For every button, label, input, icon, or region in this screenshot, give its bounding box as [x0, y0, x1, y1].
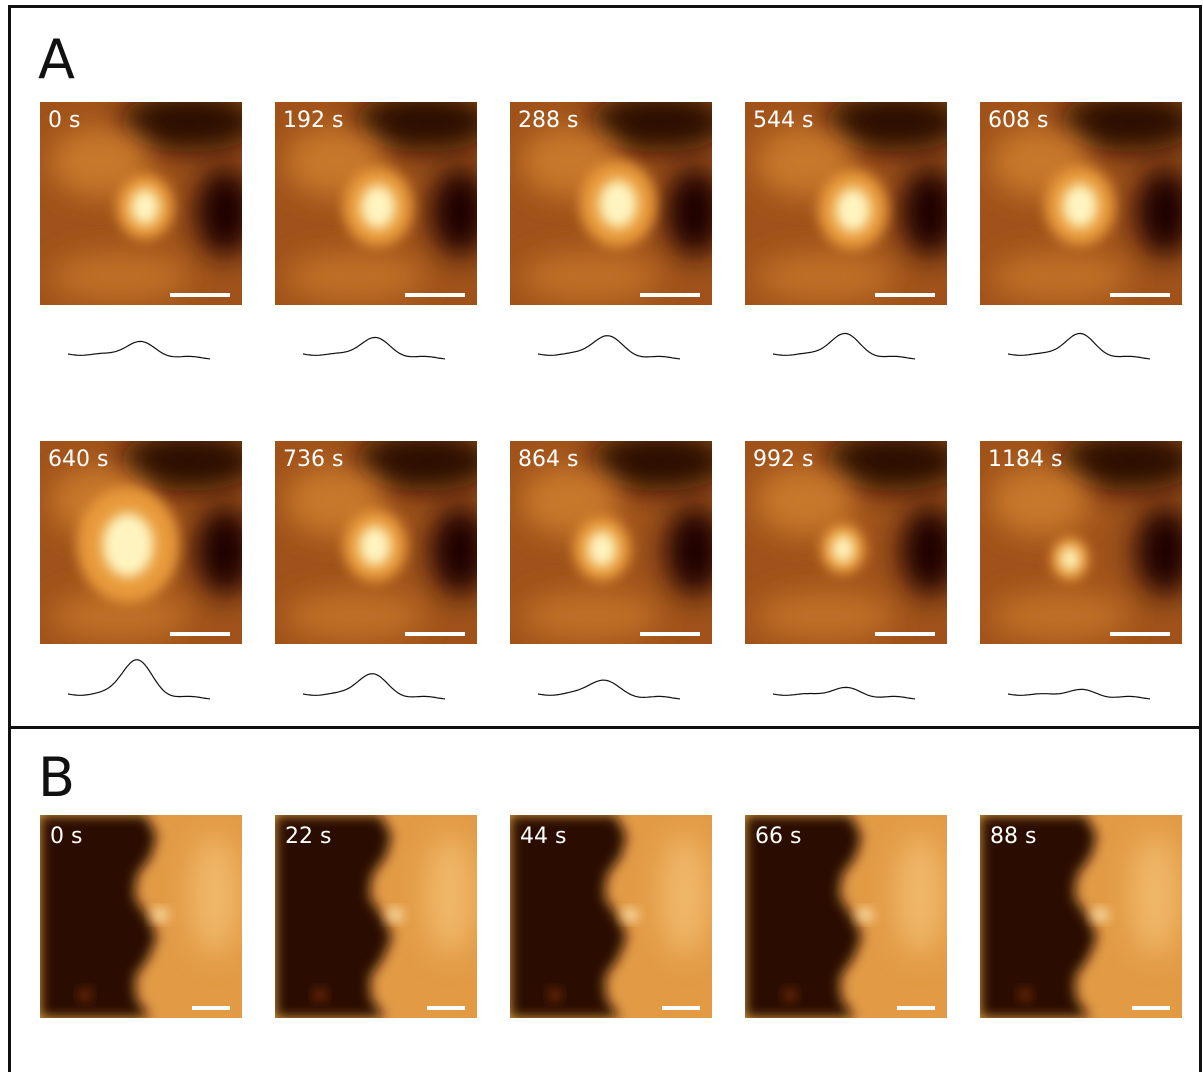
dark-region: [430, 167, 490, 257]
dark-region: [900, 506, 960, 596]
pit: [549, 989, 561, 1001]
spot: [359, 526, 391, 566]
time-label: 736 s: [283, 447, 343, 472]
spot: [387, 909, 403, 921]
light-region: [895, 835, 945, 955]
light-region: [660, 835, 710, 955]
light-region: [755, 591, 895, 641]
light-region: [50, 252, 190, 302]
pit: [79, 989, 91, 1001]
height-profile: [1008, 334, 1150, 359]
time-label: 44 s: [520, 824, 566, 849]
time-label: 192 s: [283, 108, 343, 133]
light-region: [990, 466, 1090, 536]
height-profile: [68, 660, 210, 699]
light-region: [520, 591, 660, 641]
dark-region: [195, 167, 255, 257]
pit: [1019, 989, 1031, 1001]
light-region: [425, 835, 475, 955]
spot: [152, 909, 168, 921]
time-label: 288 s: [518, 108, 578, 133]
dark-region: [1135, 167, 1195, 257]
figure: A B 0 s 192 s 288 s 544 s 608 s 640 s 736 s 864…: [0, 0, 1203, 1072]
light-region: [190, 835, 240, 955]
spot: [832, 535, 854, 563]
time-label: 864 s: [518, 447, 578, 472]
height-profile: [303, 338, 445, 359]
height-profile: [538, 336, 680, 359]
light-region: [1130, 835, 1180, 955]
height-profile: [773, 334, 915, 359]
spot: [857, 909, 873, 921]
time-label: 66 s: [755, 824, 801, 849]
time-label: 992 s: [753, 447, 813, 472]
time-label: 544 s: [753, 108, 813, 133]
time-label: 640 s: [48, 447, 108, 472]
light-region: [285, 252, 425, 302]
time-label: 22 s: [285, 824, 331, 849]
height-profile: [68, 341, 210, 359]
light-region: [755, 252, 895, 302]
time-label: 0 s: [48, 108, 80, 133]
spot: [1062, 184, 1097, 228]
spot: [360, 185, 395, 229]
spot: [599, 180, 637, 228]
height-profile: [1008, 689, 1150, 699]
spot: [1092, 909, 1108, 921]
time-label: 608 s: [988, 108, 1048, 133]
spot: [588, 531, 617, 567]
spot: [622, 909, 638, 921]
dark-region: [195, 506, 255, 596]
panel-label: A: [38, 28, 75, 91]
light-region: [285, 591, 425, 641]
dark-region: [430, 506, 490, 596]
dark-region: [1135, 506, 1195, 596]
light-region: [520, 252, 660, 302]
light-region: [990, 591, 1130, 641]
spot: [131, 189, 160, 225]
time-label: 88 s: [990, 824, 1036, 849]
light-region: [990, 252, 1130, 302]
spot: [1060, 547, 1079, 571]
spot: [835, 188, 870, 232]
dark-region: [900, 167, 960, 257]
time-label: 1184 s: [988, 447, 1062, 472]
pit: [784, 989, 796, 1001]
dark-region: [665, 167, 725, 257]
pit: [314, 989, 326, 1001]
height-profile: [538, 680, 680, 699]
time-label: 0 s: [50, 824, 82, 849]
height-profile: [773, 687, 915, 699]
dark-region: [665, 506, 725, 596]
height-profile: [303, 674, 445, 699]
spot: [102, 513, 153, 577]
panel-label: B: [38, 746, 75, 809]
